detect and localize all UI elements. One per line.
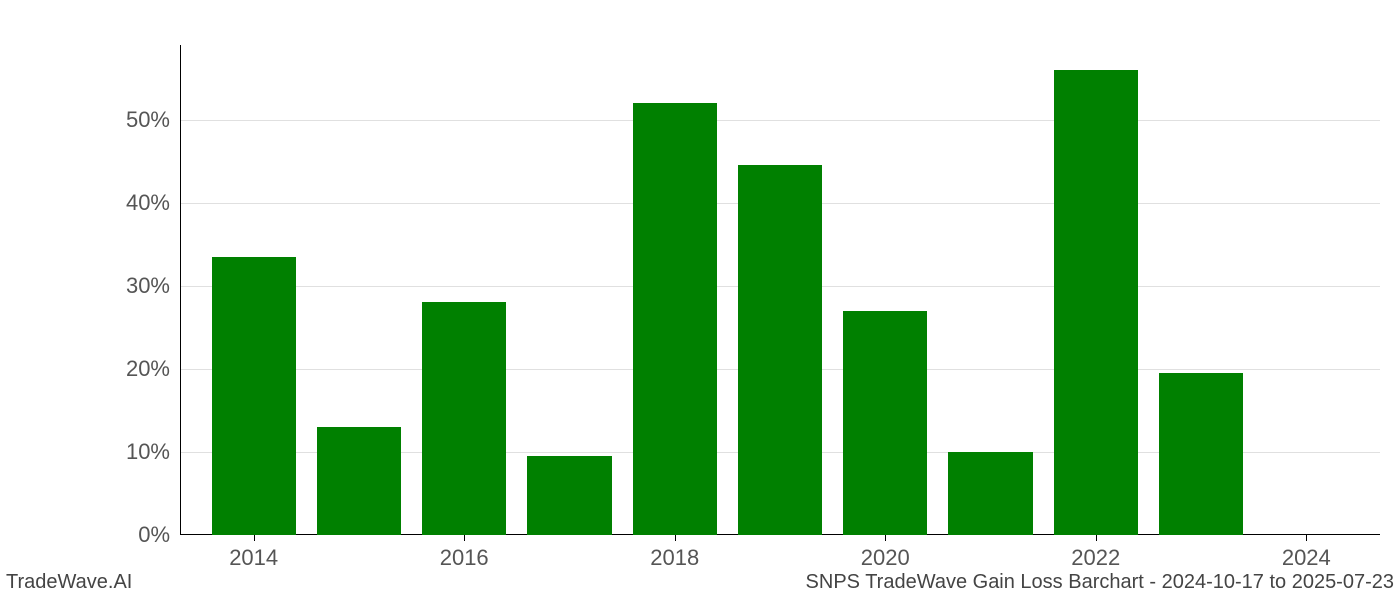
y-tick-label: 40% bbox=[126, 190, 170, 216]
y-tick-label: 30% bbox=[126, 273, 170, 299]
footer-right-text: SNPS TradeWave Gain Loss Barchart - 2024… bbox=[806, 571, 1394, 594]
bar bbox=[1054, 70, 1138, 535]
bar bbox=[633, 103, 717, 535]
x-tick-mark bbox=[254, 535, 255, 541]
bar bbox=[317, 427, 401, 535]
chart-container: 0% 10% 20% 30% 40% 50% 2014 2016 2018 2020 2022 202… bbox=[0, 0, 1400, 600]
y-tick-label: 10% bbox=[126, 439, 170, 465]
x-tick-label: 2018 bbox=[650, 545, 699, 571]
x-tick-label: 2016 bbox=[440, 545, 489, 571]
y-tick-label: 0% bbox=[138, 522, 170, 548]
plot-area: 0%10%20%30%40%50%20142016201820202022202… bbox=[180, 45, 1380, 535]
y-tick-label: 20% bbox=[126, 356, 170, 382]
bar bbox=[1159, 373, 1243, 535]
bar bbox=[527, 456, 611, 535]
x-tick-mark bbox=[675, 535, 676, 541]
bar bbox=[843, 311, 927, 535]
bar bbox=[422, 302, 506, 535]
bar bbox=[212, 257, 296, 535]
x-tick-label: 2024 bbox=[1282, 545, 1331, 571]
x-tick-mark bbox=[1306, 535, 1307, 541]
x-tick-mark bbox=[1096, 535, 1097, 541]
gridline bbox=[180, 120, 1380, 121]
x-tick-label: 2020 bbox=[861, 545, 910, 571]
x-tick-mark bbox=[464, 535, 465, 541]
footer-left-text: TradeWave.AI bbox=[6, 571, 132, 594]
bar bbox=[738, 165, 822, 535]
y-tick-label: 50% bbox=[126, 107, 170, 133]
x-tick-label: 2022 bbox=[1071, 545, 1120, 571]
y-axis-line bbox=[180, 45, 181, 535]
x-tick-label: 2014 bbox=[229, 545, 278, 571]
bar bbox=[948, 452, 1032, 535]
x-tick-mark bbox=[885, 535, 886, 541]
